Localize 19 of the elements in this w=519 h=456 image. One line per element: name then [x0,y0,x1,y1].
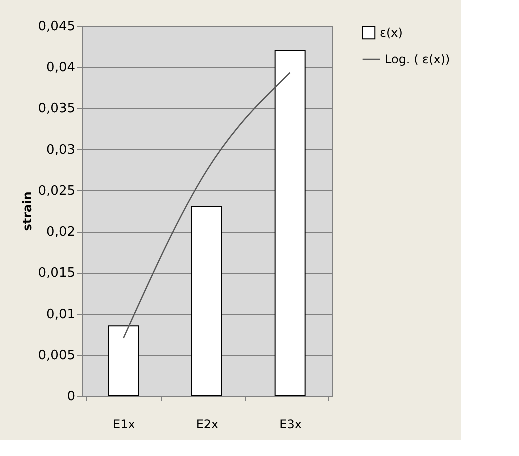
y-tick-label: 0,03 [46,142,76,158]
x-tick-label: E1x [113,418,136,432]
y-tick-label: 0,04 [46,60,76,76]
y-tick-label: 0 [67,390,76,404]
bar [108,326,140,396]
bar [274,50,306,396]
y-tick-label: 0,015 [38,266,76,282]
y-tick-label: 0,025 [38,184,76,199]
legend-label: Log. ( ε(x)) [385,52,450,66]
bar [192,206,222,396]
y-tick-label: 0,01 [46,307,76,322]
x-tick-label: E2x [196,418,219,432]
y-axis-title: strain [20,192,34,232]
x-tick-label: E3x [280,418,302,432]
y-tick-label: 0,045 [38,20,76,34]
y-tick-label: 0,035 [38,102,76,117]
legend-label: ε(x) [380,26,403,40]
y-tick-label: 0,02 [46,225,76,240]
y-tick-label: 0,005 [38,348,76,364]
